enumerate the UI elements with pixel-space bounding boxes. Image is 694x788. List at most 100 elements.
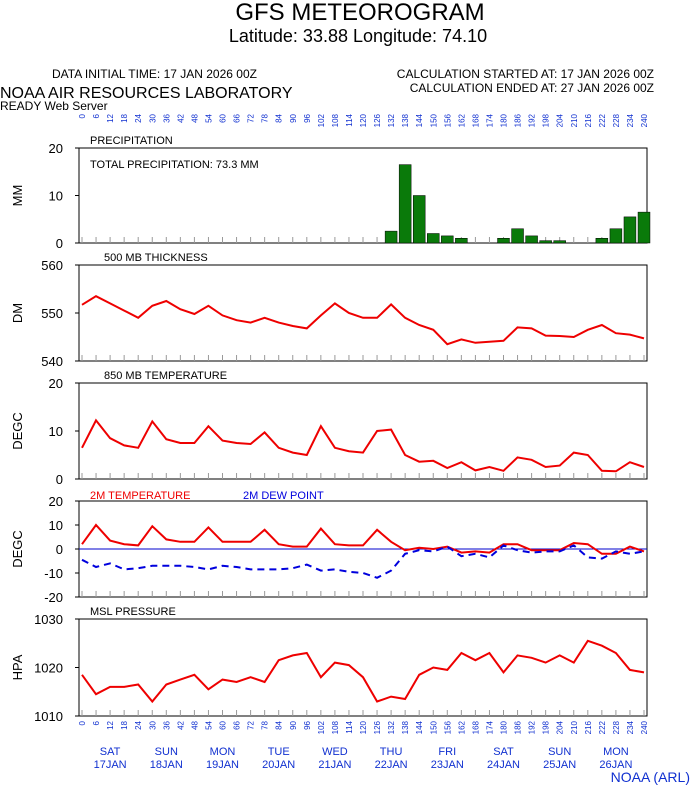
hour-label: 30	[148, 113, 157, 122]
hour-label: 216	[584, 113, 593, 127]
hour-label: 90	[289, 113, 298, 122]
hour-label-bottom: 174	[485, 720, 494, 734]
precip-bar	[609, 228, 623, 244]
hour-label: 72	[247, 113, 256, 122]
hour-label: 174	[485, 113, 494, 127]
annotation: TOTAL PRECIPITATION: 73.3 MM	[90, 159, 259, 171]
y-tick-label: 20	[49, 141, 63, 156]
hour-label: 222	[598, 113, 607, 127]
precip-bar	[553, 240, 566, 244]
hour-label-bottom: 180	[500, 720, 509, 734]
hour-label: 42	[176, 113, 185, 122]
hour-label-bottom: 168	[471, 720, 480, 734]
hour-label: 102	[317, 113, 326, 127]
series-line	[81, 295, 645, 346]
hour-label-bottom: 60	[219, 720, 228, 729]
precip-bar	[398, 164, 412, 244]
y-tick-label: 20	[49, 376, 63, 391]
series-line	[81, 523, 645, 555]
server: READY Web Server	[0, 99, 108, 113]
hour-label: 6	[92, 113, 101, 118]
hour-label-bottom: 162	[457, 720, 466, 734]
hour-label-bottom: 186	[514, 720, 523, 734]
hour-label-bottom: 12	[106, 720, 115, 729]
hour-label-bottom: 42	[176, 720, 185, 729]
hour-label-bottom: 36	[162, 720, 171, 729]
hour-label-bottom: 222	[598, 720, 607, 734]
y-axis-label: DEGC	[10, 412, 25, 450]
y-tick-label: 540	[41, 354, 63, 369]
hour-label-bottom: 84	[275, 720, 284, 729]
hour-label: 204	[556, 113, 565, 127]
hour-label: 162	[457, 113, 466, 127]
precip-bar	[441, 235, 454, 244]
panel-frame	[78, 264, 648, 362]
hour-label: 132	[387, 113, 396, 127]
hour-label-bottom: 204	[556, 720, 565, 734]
day-date: 19JAN	[206, 759, 239, 771]
precip-bar	[595, 238, 609, 244]
hour-label: 192	[528, 113, 537, 127]
panel-frame	[78, 618, 648, 717]
hour-label-bottom: 102	[317, 720, 326, 734]
organization: NOAA AIR RESOURCES LABORATORY	[0, 85, 293, 102]
hour-label-bottom: 234	[626, 720, 635, 734]
y-axis-label: MM	[10, 185, 25, 207]
legend-entry: 2M TEMPERATURE	[90, 490, 190, 502]
day-date: 21JAN	[318, 759, 351, 771]
hour-label: 54	[204, 113, 213, 122]
hour-label-bottom: 150	[429, 720, 438, 734]
hour-label: 210	[570, 113, 579, 127]
hour-label: 60	[219, 113, 228, 122]
hour-label: 240	[640, 113, 649, 127]
hour-label-bottom: 18	[120, 720, 129, 729]
hour-label-bottom: 156	[443, 720, 452, 734]
hour-label: 234	[626, 113, 635, 127]
hour-label: 168	[471, 113, 480, 127]
series-line	[81, 639, 645, 704]
precip-bar	[455, 238, 468, 244]
y-axis-label: DM	[10, 303, 25, 323]
location: Latitude: 33.88 Longitude: 74.10	[229, 26, 487, 46]
legend-entry: 2M DEW POINT	[243, 490, 324, 502]
hour-label-bottom: 54	[204, 720, 213, 729]
hour-label: 18	[120, 113, 129, 122]
day-date: 25JAN	[543, 759, 576, 771]
hour-label-bottom: 78	[261, 720, 270, 729]
hour-label: 198	[542, 113, 551, 127]
y-tick-label: 10	[49, 518, 63, 533]
hour-label-bottom: 210	[570, 720, 579, 734]
hour-label: 84	[275, 113, 284, 122]
hour-label-bottom: 144	[415, 720, 424, 734]
precip-bar	[497, 238, 510, 244]
y-tick-label: 10	[49, 424, 63, 439]
hour-label-bottom: 132	[387, 720, 396, 734]
hour-label: 96	[303, 113, 312, 122]
y-tick-label: 20	[49, 494, 63, 509]
hour-label: 228	[612, 113, 621, 127]
hour-label: 48	[190, 113, 199, 122]
hour-label-bottom: 30	[148, 720, 157, 729]
y-tick-label: -10	[44, 566, 63, 581]
hour-label-bottom: 228	[612, 720, 621, 734]
y-tick-label: 1010	[34, 709, 63, 724]
hour-label: 144	[415, 113, 424, 127]
day-date: 22JAN	[375, 759, 408, 771]
y-axis-label: HPA	[10, 654, 25, 680]
title: GFS METEOROGRAM	[235, 0, 484, 26]
day-name: SUN	[155, 746, 178, 758]
day-name: FRI	[438, 746, 456, 758]
day-name: SAT	[100, 746, 121, 758]
day-name: SUN	[548, 746, 571, 758]
hour-label-bottom: 0	[78, 720, 87, 725]
y-tick-label: 0	[56, 236, 63, 251]
hour-label: 114	[345, 113, 354, 126]
hour-label: 150	[429, 113, 438, 127]
hour-label-bottom: 72	[247, 720, 256, 729]
hour-label-bottom: 138	[401, 720, 410, 734]
hour-label-bottom: 126	[373, 720, 382, 734]
day-date: 23JAN	[431, 759, 464, 771]
series-line	[81, 544, 645, 579]
precip-bar	[427, 233, 440, 244]
